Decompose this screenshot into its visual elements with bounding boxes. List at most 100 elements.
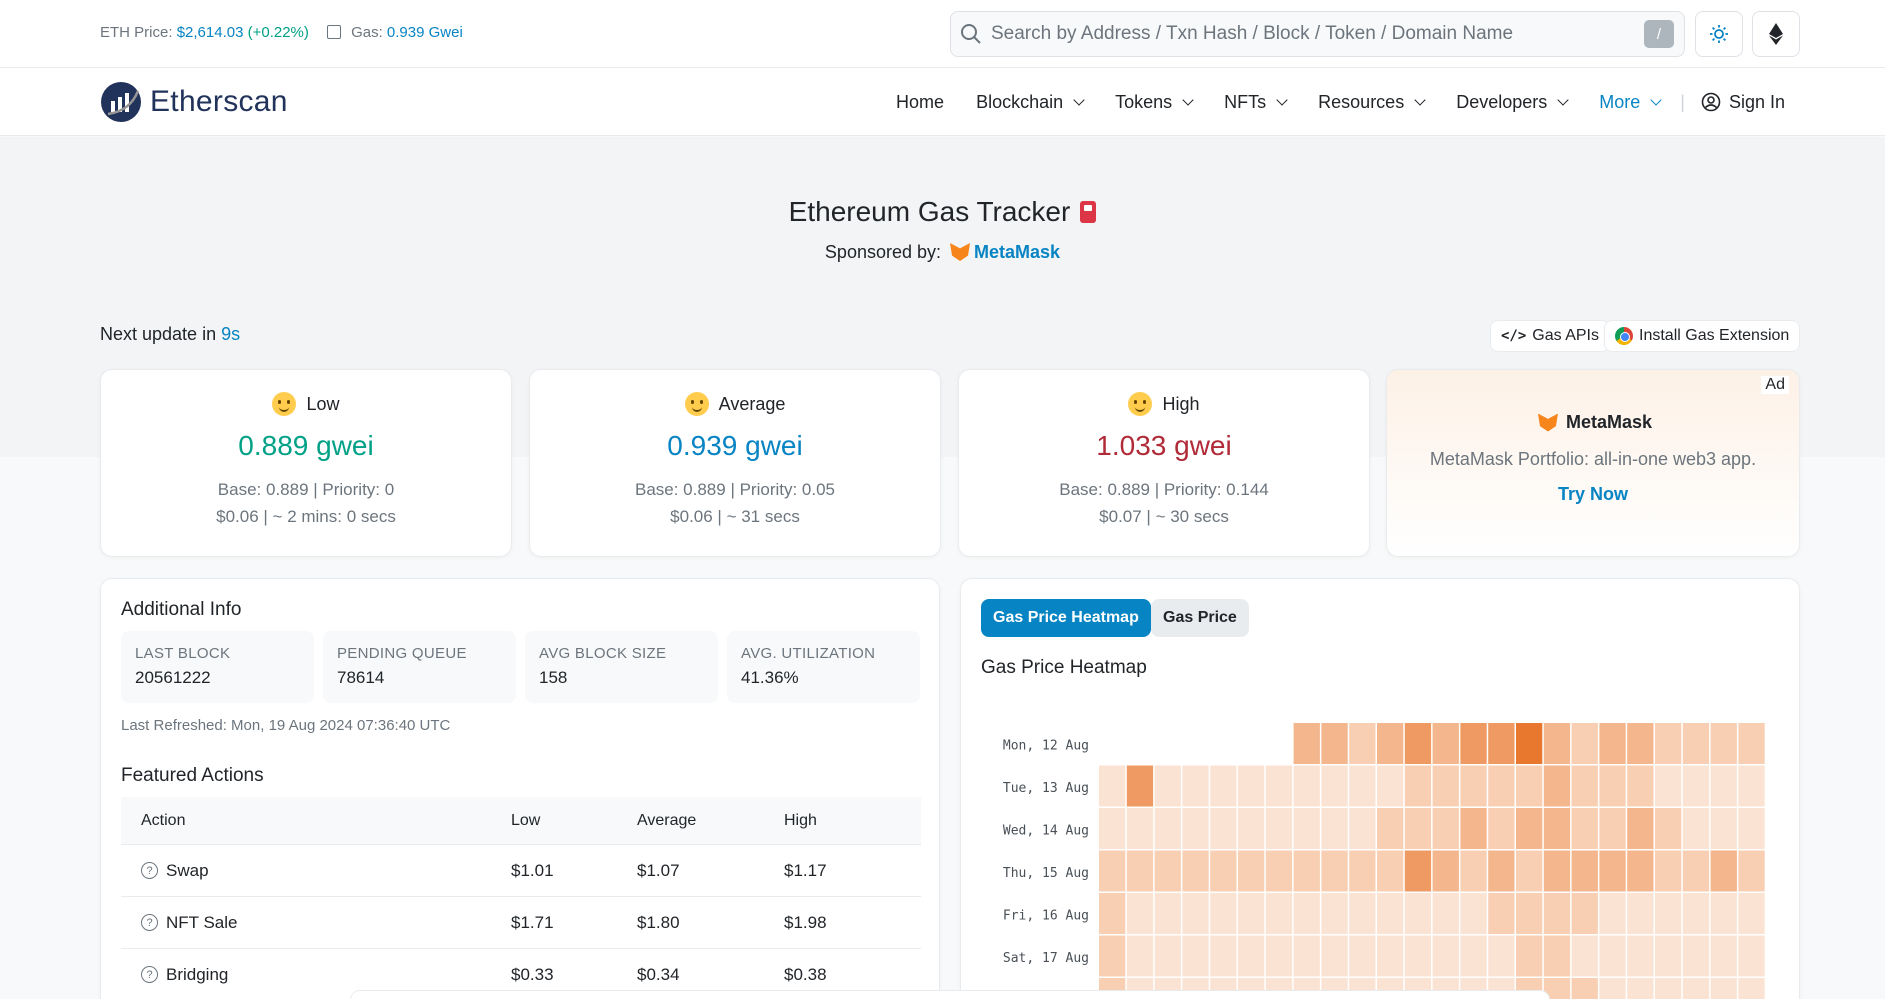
tab-gas-price-heatmap[interactable]: Gas Price Heatmap [981,599,1151,637]
heatmap-cell[interactable] [1516,893,1543,934]
heatmap-cell[interactable] [1293,935,1320,977]
etherscan-logo[interactable]: Etherscan [100,81,288,123]
heatmap-cell[interactable] [1126,723,1154,764]
heatmap-cell[interactable] [1377,808,1404,849]
heatmap-cell[interactable] [1627,978,1654,999]
heatmap-cell[interactable] [1321,935,1348,977]
heatmap-cell[interactable] [1265,808,1293,849]
heatmap-cell[interactable] [1432,935,1459,977]
heatmap-cell[interactable] [1265,723,1293,764]
heatmap-cell[interactable] [1349,723,1376,764]
heatmap-cell[interactable] [1210,893,1237,934]
heatmap-cell[interactable] [1126,893,1154,934]
heatmap-cell[interactable] [1627,808,1654,849]
heatmap-cell[interactable] [1543,978,1571,999]
heatmap-cell[interactable] [1571,978,1598,999]
heatmap-cell[interactable] [1210,765,1237,807]
heatmap-cell[interactable] [1293,893,1320,934]
ad-cta-link[interactable]: Try Now [1557,484,1628,504]
heatmap-cell[interactable] [1460,808,1487,849]
heatmap-cell[interactable] [1460,765,1487,807]
heatmap-cell[interactable] [1682,978,1710,999]
heatmap-cell[interactable] [1516,935,1543,977]
heatmap-cell[interactable] [1488,893,1515,934]
heatmap-cell[interactable] [1349,893,1376,934]
heatmap-cell[interactable] [1182,808,1209,849]
nav-more[interactable]: More [1599,92,1662,113]
heatmap-cell[interactable] [1432,893,1459,934]
heatmap-cell[interactable] [1349,850,1376,892]
heatmap-cell[interactable] [1154,765,1181,807]
heatmap-cell[interactable] [1238,935,1265,977]
heatmap-cell[interactable] [1238,723,1265,764]
heatmap-cell[interactable] [1682,935,1710,977]
heatmap-cell[interactable] [1488,723,1515,764]
ad-card[interactable]: Ad MetaMask MetaMask Portfolio: all-in-o… [1386,369,1800,557]
heatmap-cell[interactable] [1404,723,1432,764]
heatmap-cell[interactable] [1154,723,1181,764]
heatmap-cell[interactable] [1488,808,1515,849]
heatmap-cell[interactable] [1460,935,1487,977]
heatmap-cell[interactable] [1738,978,1765,999]
heatmap-cell[interactable] [1710,850,1737,892]
heatmap-cell[interactable] [1599,935,1626,977]
heatmap-cell[interactable] [1460,850,1487,892]
heatmap-cell[interactable] [1543,723,1571,764]
heatmap-cell[interactable] [1099,850,1126,892]
heatmap-cell[interactable] [1238,850,1265,892]
heatmap-cell[interactable] [1682,893,1710,934]
heatmap-cell[interactable] [1516,723,1543,764]
heatmap-cell[interactable] [1627,935,1654,977]
heatmap-cell[interactable] [1516,808,1543,849]
heatmap-cell[interactable] [1516,765,1543,807]
heatmap-cell[interactable] [1738,808,1765,849]
heatmap-cell[interactable] [1571,808,1598,849]
heatmap-cell[interactable] [1182,935,1209,977]
heatmap-cell[interactable] [1599,978,1626,999]
heatmap-cell[interactable] [1710,978,1737,999]
heatmap-cell[interactable] [1126,935,1154,977]
heatmap-cell[interactable] [1099,723,1126,764]
heatmap-cell[interactable] [1599,808,1626,849]
heatmap-cell[interactable] [1460,893,1487,934]
heatmap-cell[interactable] [1738,765,1765,807]
nav-resources[interactable]: Resources [1318,92,1426,113]
nav-home[interactable]: Home [896,92,944,113]
help-icon[interactable]: ? [141,966,158,983]
heatmap-cell[interactable] [1655,723,1682,764]
heatmap-cell[interactable] [1738,935,1765,977]
heatmap-cell[interactable] [1265,893,1293,934]
heatmap-cell[interactable] [1238,808,1265,849]
heatmap-cell[interactable] [1682,850,1710,892]
heatmap-cell[interactable] [1432,765,1459,807]
heatmap-cell[interactable] [1293,723,1320,764]
heatmap-cell[interactable] [1265,850,1293,892]
help-icon[interactable]: ? [141,862,158,879]
heatmap-cell[interactable] [1404,765,1432,807]
stat-value[interactable]: 20561222 [135,668,211,687]
heatmap-cell[interactable] [1349,808,1376,849]
sign-in-link[interactable]: Sign In [1701,92,1785,113]
heatmap-cell[interactable] [1293,765,1320,807]
theme-toggle-button[interactable] [1695,11,1743,57]
heatmap-cell[interactable] [1099,893,1126,934]
heatmap-cell[interactable] [1627,765,1654,807]
heatmap-cell[interactable] [1126,850,1154,892]
heatmap-cell[interactable] [1349,935,1376,977]
gas-apis-button[interactable]: </> Gas APIs [1490,320,1610,352]
heatmap-cell[interactable] [1710,935,1737,977]
nav-blockchain[interactable]: Blockchain [976,92,1085,113]
nav-tokens[interactable]: Tokens [1115,92,1194,113]
heatmap-cell[interactable] [1655,978,1682,999]
heatmap-cell[interactable] [1543,935,1571,977]
heatmap-cell[interactable] [1655,808,1682,849]
heatmap-cell[interactable] [1488,765,1515,807]
heatmap-cell[interactable] [1655,935,1682,977]
heatmap-cell[interactable] [1516,850,1543,892]
heatmap-cell[interactable] [1599,723,1626,764]
heatmap-cell[interactable] [1571,765,1598,807]
heatmap-cell[interactable] [1377,850,1404,892]
heatmap-cell[interactable] [1099,808,1126,849]
heatmap-cell[interactable] [1571,893,1598,934]
heatmap-cell[interactable] [1543,893,1571,934]
